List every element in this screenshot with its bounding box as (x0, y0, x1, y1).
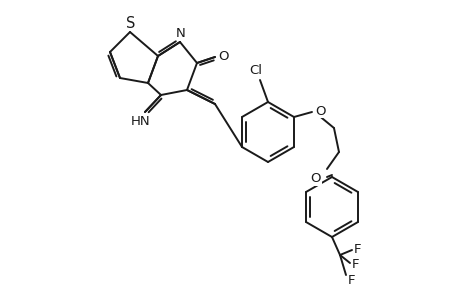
Text: Cl: Cl (249, 64, 262, 76)
Text: O: O (218, 50, 229, 62)
Text: F: F (353, 244, 361, 256)
Text: S: S (126, 16, 135, 31)
Text: O: O (310, 172, 320, 185)
Text: F: F (347, 274, 355, 286)
Text: N: N (176, 26, 185, 40)
Text: HN: HN (131, 115, 151, 128)
Text: F: F (352, 259, 359, 272)
Text: O: O (315, 104, 325, 118)
